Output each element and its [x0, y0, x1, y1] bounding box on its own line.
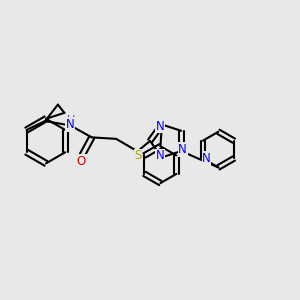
Text: S: S: [134, 149, 142, 162]
Text: N: N: [156, 119, 165, 133]
Text: N: N: [65, 118, 74, 131]
Text: O: O: [77, 154, 86, 168]
Text: N: N: [178, 143, 187, 156]
Text: N: N: [156, 149, 165, 162]
Text: H: H: [67, 115, 75, 125]
Text: N: N: [202, 152, 211, 165]
